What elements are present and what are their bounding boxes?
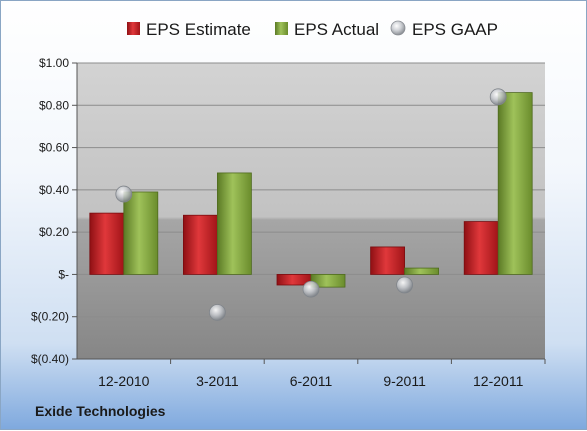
x-axis: 12-2010 3-2011 6-2011 9-2011 12-2011 (77, 358, 546, 389)
bar-eps-estimate (370, 246, 406, 275)
bar-eps-estimate (182, 214, 218, 275)
y-axis: $1.00 $0.80 $0.60 $0.40 $0.20 $- $(0.20) $(0.40… (31, 56, 78, 366)
point-eps-gaap (396, 276, 414, 294)
y-tick-label: $0.60 (39, 141, 69, 155)
point-eps-gaap (302, 280, 320, 298)
x-category-label: 12-2010 (98, 373, 150, 389)
company-name: Exide Technologies (35, 403, 166, 419)
y-tick-label: $1.00 (39, 56, 69, 70)
y-tick-label: $0.40 (39, 183, 69, 197)
x-category-label: 6-2011 (290, 373, 333, 389)
bar-eps-actual (404, 267, 440, 275)
legend-swatch-actual (275, 22, 288, 35)
y-tick-label: $- (58, 267, 69, 281)
y-tick-label: $0.20 (39, 225, 69, 239)
x-category-label: 9-2011 (383, 373, 426, 389)
point-eps-gaap (208, 304, 226, 321)
bar-eps-actual (216, 172, 252, 275)
x-category-label: 12-2011 (473, 373, 524, 389)
x-category-label: 3-2011 (196, 373, 239, 389)
legend: EPS Estimate EPS Actual EPS GAAP (127, 20, 498, 39)
bar-eps-actual (497, 92, 533, 275)
legend-label-estimate: EPS Estimate (146, 20, 251, 39)
gaap-points (115, 88, 507, 321)
y-tick-label: $0.80 (39, 98, 69, 112)
bars (89, 92, 533, 288)
point-eps-gaap (489, 88, 507, 106)
legend-label-gaap: EPS GAAP (412, 20, 498, 39)
y-tick-label: $(0.40) (31, 352, 69, 366)
bar-eps-estimate (89, 212, 125, 275)
y-tick-label: $(0.20) (31, 310, 69, 324)
legend-label-actual: EPS Actual (294, 20, 379, 39)
bar-eps-actual (123, 191, 159, 275)
bar-eps-estimate (463, 221, 499, 275)
point-eps-gaap (115, 185, 133, 203)
bar-eps-actual (310, 274, 346, 288)
legend-swatch-estimate (127, 22, 140, 35)
legend-swatch-gaap (390, 20, 406, 36)
